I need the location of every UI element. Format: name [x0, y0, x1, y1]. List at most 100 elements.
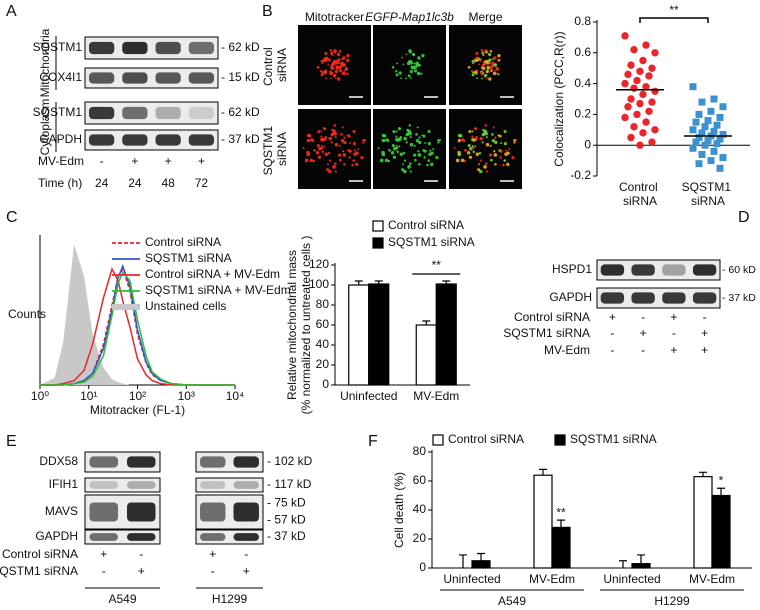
size-label: - 37 kD [221, 132, 260, 146]
blot-band [631, 264, 655, 276]
fluorescence-spot [317, 66, 320, 69]
size-label: - 37 kD [267, 529, 306, 543]
fluorescence-spot [338, 62, 340, 65]
data-point [648, 98, 656, 106]
fluorescence-spot [407, 74, 411, 78]
fluorescence-spot [402, 163, 404, 166]
fluorescence-spot [409, 170, 412, 173]
bar [435, 283, 457, 386]
error-bar [637, 554, 645, 564]
blot-band [155, 106, 181, 120]
fluorescence-spot [328, 59, 331, 63]
fluorescence-spot [396, 62, 399, 65]
fluorescence-spot [391, 65, 395, 69]
fluorescence-spot [472, 62, 475, 65]
x-tick-label: 10⁰ [31, 389, 49, 403]
y-tick-label: -0.2 [570, 168, 591, 182]
fluorescence-spot [309, 158, 314, 163]
fluorescence-spot [341, 58, 344, 61]
data-point [716, 135, 724, 143]
fluorescence-spot [321, 138, 325, 142]
x-tick-label: MV-Edm [413, 389, 459, 403]
fluorescence-spot [481, 141, 484, 144]
bar [368, 283, 390, 386]
size-label: - 75 kD [267, 496, 306, 510]
data-point [713, 121, 721, 129]
fluorescence-spot [478, 63, 481, 66]
fluorescence-spot [466, 150, 471, 155]
data-point [624, 103, 632, 111]
error-bar [619, 560, 627, 568]
blot-band [155, 134, 181, 146]
fluorescence-spot [437, 139, 440, 142]
fluorescence-spot [497, 73, 500, 76]
fluorescence-spot [328, 159, 332, 162]
fluorescence-spot [505, 149, 508, 152]
fluorescence-spot [453, 147, 456, 150]
blot-band [122, 41, 148, 55]
fluorescence-spot [313, 149, 316, 152]
data-point [719, 130, 727, 138]
size-label: - 62 kD [221, 40, 260, 54]
fluorescence-spot [508, 148, 511, 151]
group-label: Cytoplasm [38, 99, 52, 156]
y-axis-label: (% normalized to untreated cells ) [299, 236, 313, 415]
fluorescence-spot [342, 150, 345, 153]
blot-band [188, 41, 215, 55]
data-point [642, 41, 650, 49]
bar [631, 563, 651, 569]
fluorescence-spot [415, 133, 418, 136]
data-point [692, 118, 700, 126]
condition-value: + [701, 343, 708, 357]
data-point [695, 134, 703, 141]
fluorescence-spot [395, 145, 398, 148]
blot-band [188, 72, 215, 84]
group-label: H1299 [654, 594, 690, 608]
fluorescence-spot [332, 60, 336, 63]
data-point [716, 164, 724, 172]
fluorescence-spot [429, 149, 432, 152]
fluorescence-spot [423, 156, 426, 159]
fluorescence-spot [493, 56, 497, 60]
blot-label: GAPDH [39, 132, 82, 146]
blot-band [88, 41, 115, 55]
error-bar [717, 487, 725, 496]
micrograph [373, 109, 446, 189]
fluorescence-spot [344, 63, 346, 65]
error-bar [477, 552, 485, 561]
size-label: - 117 kD [267, 477, 312, 491]
fluorescence-spot [468, 155, 473, 159]
fluorescence-spot [464, 149, 467, 152]
fluorescence-spot [347, 134, 351, 138]
fluorescence-spot [306, 133, 311, 138]
legend-swatch [372, 237, 384, 249]
y-tick-label: 60 [316, 317, 330, 331]
fluorescence-spot [395, 69, 398, 73]
fluorescence-spot [417, 56, 421, 60]
data-point [645, 72, 653, 80]
fluorescence-spot [418, 163, 421, 166]
micrograph [449, 109, 522, 189]
data-point [701, 141, 709, 149]
legend-label: Control siRNA [388, 218, 464, 232]
fluorescence-spot [385, 138, 389, 142]
row-label: SQSTM1 siRNA [261, 123, 289, 176]
fluorescence-spot [395, 130, 398, 133]
fluorescence-spot [327, 151, 331, 155]
bar [551, 526, 571, 569]
fluorescence-spot [472, 150, 476, 154]
significance-label: ** [432, 258, 442, 272]
data-point [689, 144, 697, 152]
fluorescence-spot [484, 73, 488, 77]
fluorescence-spot [409, 136, 412, 139]
fluorescence-spot [482, 128, 485, 132]
fluorescence-spot [410, 65, 414, 69]
fluorescence-spot [455, 158, 460, 163]
fluorescence-spot [495, 67, 500, 71]
bar [711, 494, 731, 569]
fluorescence-spot [511, 156, 515, 160]
fluorescence-spot [399, 152, 404, 156]
fluorescence-spot [402, 63, 405, 66]
panel-letter: D [738, 209, 750, 226]
fluorescence-spot [478, 163, 480, 166]
